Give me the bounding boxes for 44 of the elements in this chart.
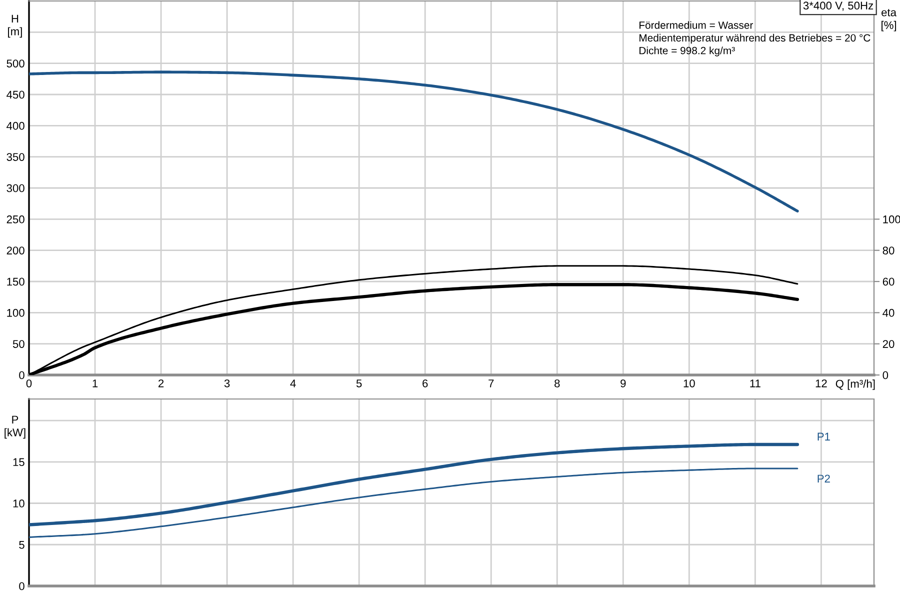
- y2-tick-label: 20: [882, 340, 894, 348]
- y-tick-label: 5: [19, 541, 24, 549]
- y-tick-label: 150: [7, 278, 24, 286]
- x-tick-label: 5: [356, 380, 362, 388]
- x-tick-label: 3: [224, 379, 230, 388]
- annotation: Fördermedium = Wasser: [640, 21, 754, 29]
- y-tick-label: 500: [6, 60, 24, 68]
- y-tick-label: 0: [19, 371, 24, 380]
- annotation: Dichte = 998.2 kg/m³: [640, 46, 735, 56]
- y-tick-label: 250: [6, 215, 24, 224]
- y-tick-label: 300: [6, 184, 24, 192]
- x-tick-label: 6: [422, 379, 428, 388]
- x-tick-label: 10: [684, 379, 695, 388]
- chart-title: 3*400 V, 50Hz: [803, 2, 874, 11]
- y-tick-label: 100: [7, 308, 24, 317]
- y2-tick-label: 60: [882, 278, 894, 286]
- x-tick-label: 8: [554, 379, 560, 388]
- y-tick-label: 10: [13, 500, 24, 508]
- x-tick-label: 9: [620, 379, 626, 388]
- y-tick-label: 350: [6, 153, 24, 161]
- x-tick-label: 2: [158, 379, 164, 388]
- y2-tick-label: 0: [882, 371, 888, 380]
- x-axis-title: Q [m³/h]: [836, 380, 875, 390]
- y-tick-label: 200: [6, 246, 24, 254]
- x-tick-label: 1: [92, 380, 98, 388]
- series-label: P1: [818, 432, 830, 440]
- x-tick-label: 4: [290, 380, 296, 388]
- x-tick-label: 7: [488, 380, 494, 388]
- y2-tick-label: 80: [882, 246, 894, 254]
- y-tick-label: 450: [6, 90, 24, 99]
- annotation: Medientemperatur während des Betriebes = 20 °C: [640, 34, 870, 44]
- y-tick-label: 15: [13, 458, 24, 466]
- y2-tick-label: 40: [882, 308, 894, 317]
- x-tick-label: 0: [26, 379, 32, 388]
- x-tick-label: 11: [750, 380, 760, 388]
- y-tick-label: 0: [19, 582, 24, 590]
- y-axis-title: P [kW]: [4, 416, 26, 439]
- x-tick-label: 12: [816, 379, 827, 388]
- y2-tick-label: 100: [883, 215, 900, 224]
- y-axis-title: H [m]: [8, 14, 22, 38]
- y-tick-label: 400: [6, 122, 24, 130]
- series-label: P2: [818, 474, 830, 482]
- y-tick-label: 50: [12, 340, 24, 348]
- y2-axis-title: eta [%]: [882, 9, 897, 32]
